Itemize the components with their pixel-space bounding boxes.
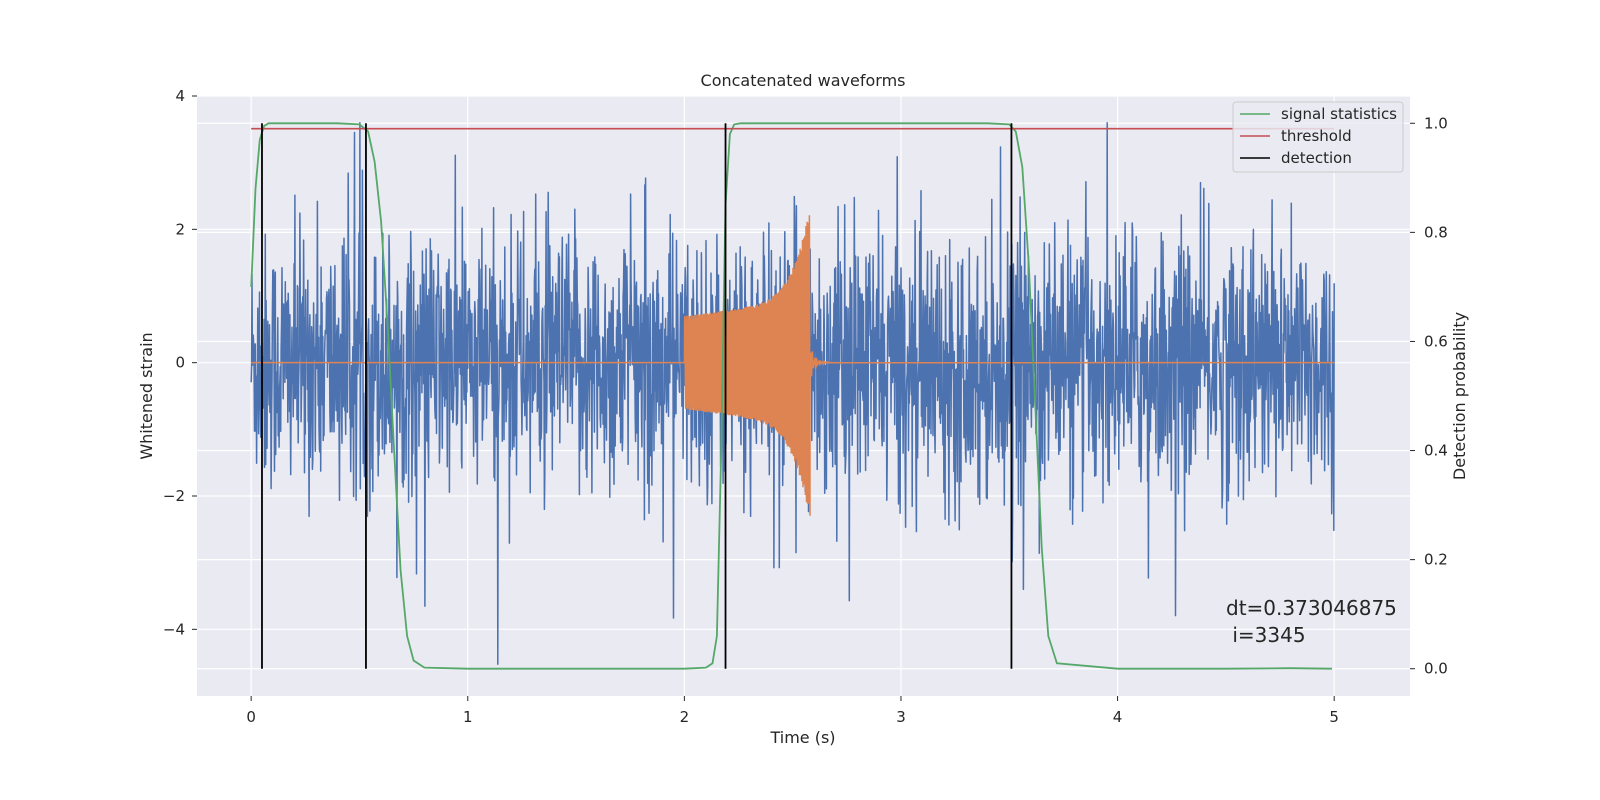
legend-label-detection: detection [1281, 149, 1352, 167]
y-tick-label: 0 [175, 354, 185, 372]
legend: signal statistics threshold detection [1232, 101, 1404, 173]
y2-tick-label: 0.4 [1424, 442, 1448, 460]
y2-tick-label: 1.0 [1424, 114, 1448, 132]
y-tick-label: 4 [175, 87, 185, 105]
y2-tick-label: 0.6 [1424, 332, 1448, 350]
y2-tick-label: 0.0 [1424, 660, 1448, 678]
template-trace [251, 215, 1335, 516]
y-tick-label: 2 [175, 220, 185, 238]
legend-label-threshold: threshold [1281, 127, 1352, 145]
annotation-dt: dt=0.373046875 [1226, 596, 1397, 620]
y-axis-label: Whitened strain [137, 332, 156, 459]
annotation-i: i=3345 [1226, 623, 1306, 647]
x-tick-label: 0 [246, 708, 256, 726]
y2-axis-label: Detection probability [1450, 312, 1469, 480]
y2-tick-label: 0.2 [1424, 551, 1448, 569]
overlay [250, 122, 1335, 670]
ticks: 0 1 2 3 4 5 −4 −2 0 2 4 0.0 0.2 0.4 0.6 0.8 1.0 [163, 87, 1448, 726]
legend-box [1232, 101, 1404, 173]
chart-title: Concatenated waveforms [701, 71, 906, 90]
traces [250, 121, 1335, 665]
annotation: dt=0.373046875 i=3345 [1226, 596, 1397, 647]
x-tick-label: 3 [896, 708, 906, 726]
x-tick-label: 4 [1113, 708, 1123, 726]
x-axis-label: Time (s) [769, 728, 835, 747]
legend-label-signal-statistics: signal statistics [1281, 105, 1397, 123]
signal-statistics-line [250, 122, 1333, 670]
x-tick-label: 1 [463, 708, 473, 726]
y-tick-label: −4 [163, 620, 185, 638]
x-tick-label: 5 [1329, 708, 1339, 726]
y2-tick-label: 0.8 [1424, 223, 1448, 241]
y-tick-label: −2 [163, 487, 185, 505]
x-tick-label: 2 [680, 708, 690, 726]
